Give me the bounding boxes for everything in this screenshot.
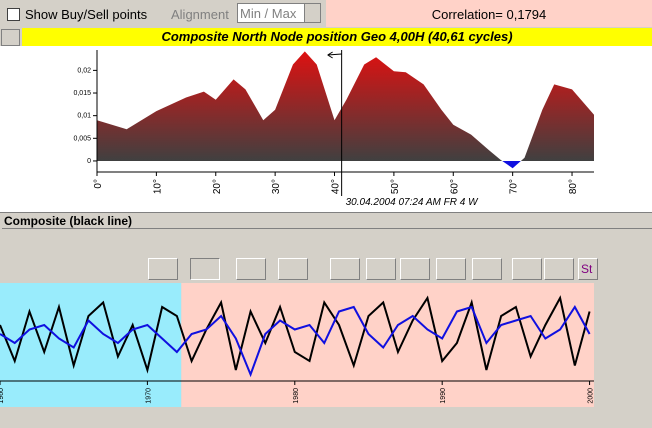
pointer-button[interactable] <box>148 258 178 280</box>
shaded-region <box>181 283 594 407</box>
series-line <box>0 295 591 374</box>
x-tick-label: 1960 <box>0 388 5 404</box>
shrink-button[interactable] <box>400 258 430 280</box>
correlation-text: Correlation= 0,1794 <box>431 7 547 22</box>
print-button[interactable] <box>512 258 542 280</box>
checkbox-label[interactable]: Show Buy/Sell points <box>25 7 148 22</box>
x-tick-label: 30° <box>271 179 282 194</box>
select-value: Min / Max <box>240 6 297 21</box>
y-tick-label: 0,005 <box>73 135 91 142</box>
x-tick-label: 1990 <box>440 388 447 404</box>
x-tick-label: 40° <box>331 179 342 194</box>
x-tick-label: 10° <box>152 179 163 194</box>
y-tick-label: 0 <box>87 158 91 165</box>
cursor-arrow <box>327 51 342 59</box>
select-arrow[interactable] <box>304 4 320 22</box>
dollar-button[interactable] <box>236 258 266 280</box>
alignment-select[interactable]: Min / Max <box>237 3 321 23</box>
right-button[interactable] <box>436 258 466 280</box>
x-tick-label: 70° <box>509 179 520 194</box>
cursor-annotation: 30.04.2004 07:24 AM FR 4 W <box>346 197 479 208</box>
more-button[interactable]: St <box>578 258 598 280</box>
y-tick-label: 0,02 <box>77 67 91 74</box>
x-tick-label: 1980 <box>293 388 300 404</box>
panel-title: Composite (black line) <box>4 214 133 228</box>
range-button[interactable] <box>330 258 360 280</box>
chart-title: Composite North Node position Geo 4,00H … <box>22 28 652 46</box>
y-tick-label: 0,015 <box>73 90 91 97</box>
left-button[interactable] <box>472 258 502 280</box>
shaded-region <box>0 283 182 407</box>
x-tick-label: 0° <box>93 179 104 189</box>
bottom-chart: 1960 1970 1980 1990 2000 <box>0 283 595 407</box>
x-tick-label: 60° <box>449 179 460 194</box>
x-tick-label: 50° <box>390 179 401 194</box>
x-tick-label: 1970 <box>145 388 152 404</box>
x-tick-label: 20° <box>212 179 223 194</box>
x-tick-label: 80° <box>568 179 579 194</box>
expand-button[interactable] <box>366 258 396 280</box>
print-icon[interactable] <box>1 29 20 46</box>
separator <box>0 212 652 213</box>
checkbox[interactable] <box>7 8 20 21</box>
x-tick-label: 2000 <box>588 388 595 404</box>
top-chart: 0 0,005 0,01 0,015 0,02 0° 10° 20° 30° 40° 50° 60° 7… <box>0 46 652 212</box>
area <box>97 51 594 169</box>
series-line <box>0 305 591 378</box>
zoom-dollar-button[interactable] <box>278 258 308 280</box>
panel-border <box>2 228 652 229</box>
alignment-label: Alignment <box>171 7 229 22</box>
excel-button[interactable] <box>544 258 574 280</box>
correlation-box: Correlation= 0,1794 <box>326 0 652 27</box>
y-tick-label: 0,01 <box>77 113 91 120</box>
zoom-button[interactable] <box>190 258 220 280</box>
